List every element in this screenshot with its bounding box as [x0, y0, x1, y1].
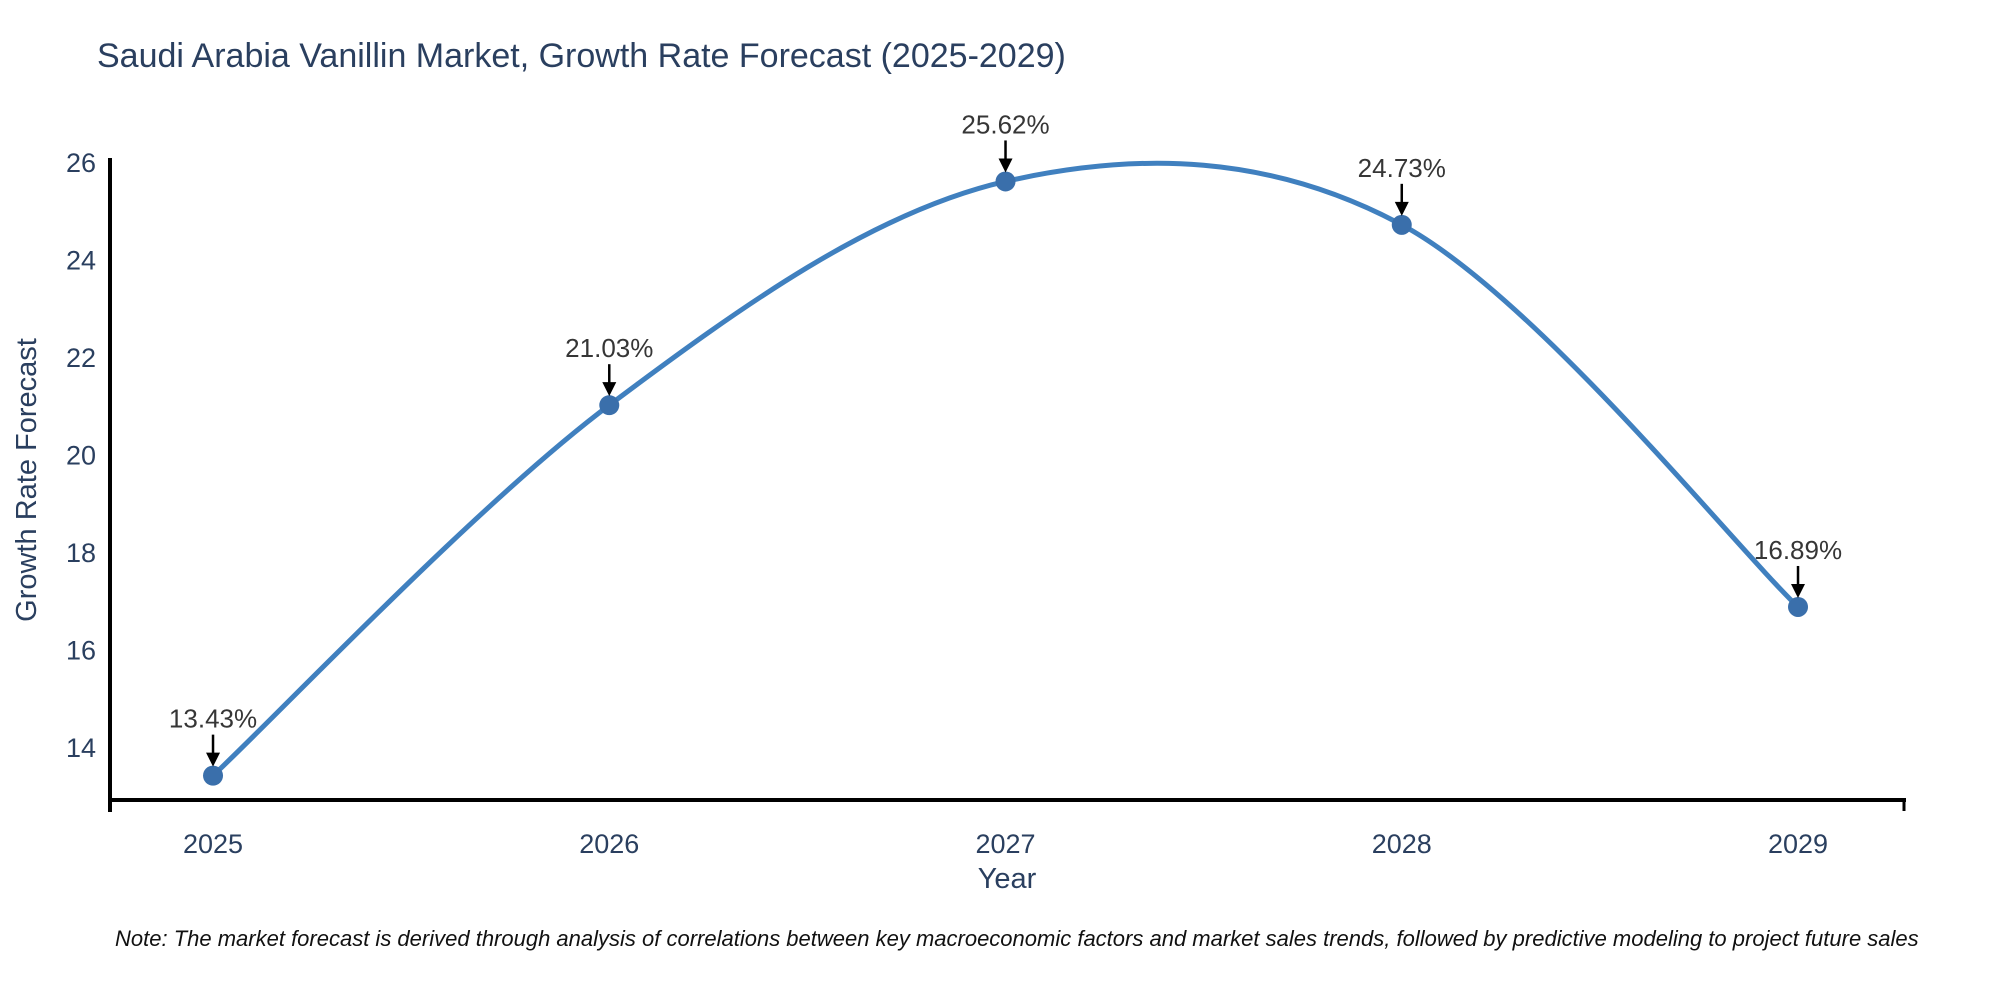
point-value-label: 16.89%	[1754, 535, 1842, 565]
forecast-line	[210, 160, 1801, 779]
data-point-marker[interactable]	[995, 171, 1016, 192]
y-tick-label: 22	[66, 343, 96, 373]
data-point-marker[interactable]	[1391, 214, 1412, 235]
x-tick-label: 2026	[579, 829, 639, 859]
point-value-label: 25.62%	[961, 109, 1049, 139]
footnote: Note: The market forecast is derived thr…	[115, 926, 1919, 951]
data-point-marker[interactable]	[203, 765, 224, 786]
x-tick-label: 2029	[1768, 829, 1828, 859]
y-tick-label: 20	[66, 440, 96, 470]
series-layer	[203, 160, 1809, 786]
x-axis-title: Year	[978, 863, 1037, 895]
y-tick-label: 24	[66, 245, 96, 275]
y-tick-label: 14	[66, 733, 96, 763]
y-tick-label: 18	[66, 538, 96, 568]
annotation-arrow-head-icon	[1394, 201, 1409, 216]
x-tick-label: 2027	[975, 829, 1035, 859]
data-point-marker[interactable]	[599, 395, 620, 416]
point-annotation: 24.73%	[1358, 153, 1446, 216]
point-value-label: 13.43%	[169, 704, 257, 734]
y-tick-label: 16	[66, 635, 96, 665]
tick-labels: 14 16 18 20 22 24 26 2025 2026 2027 2028 2029	[66, 148, 1828, 859]
data-point-marker[interactable]	[1788, 596, 1809, 617]
annotations: 13.43% 21.03% 25.62% 24.73% 16.89%	[169, 109, 1842, 767]
point-annotation: 25.62%	[961, 109, 1050, 173]
annotation-arrow-head-icon	[998, 158, 1013, 173]
x-tick-label: 2028	[1372, 829, 1432, 859]
point-annotation: 16.89%	[1754, 535, 1842, 598]
point-annotation: 21.03%	[565, 333, 653, 397]
point-value-label: 21.03%	[565, 333, 653, 363]
annotation-arrow-head-icon	[602, 382, 617, 397]
y-axis-title: Growth Rate Forecast	[11, 338, 43, 622]
chart-title: Saudi Arabia Vanillin Market, Growth Rat…	[97, 37, 1066, 75]
point-annotation: 13.43%	[169, 704, 257, 767]
annotation-arrow-head-icon	[206, 752, 221, 767]
annotation-arrow-head-icon	[1791, 583, 1806, 598]
x-tick-label: 2025	[183, 829, 243, 859]
point-value-label: 24.73%	[1358, 153, 1446, 183]
y-tick-label: 26	[66, 148, 96, 178]
axes	[108, 158, 1906, 812]
